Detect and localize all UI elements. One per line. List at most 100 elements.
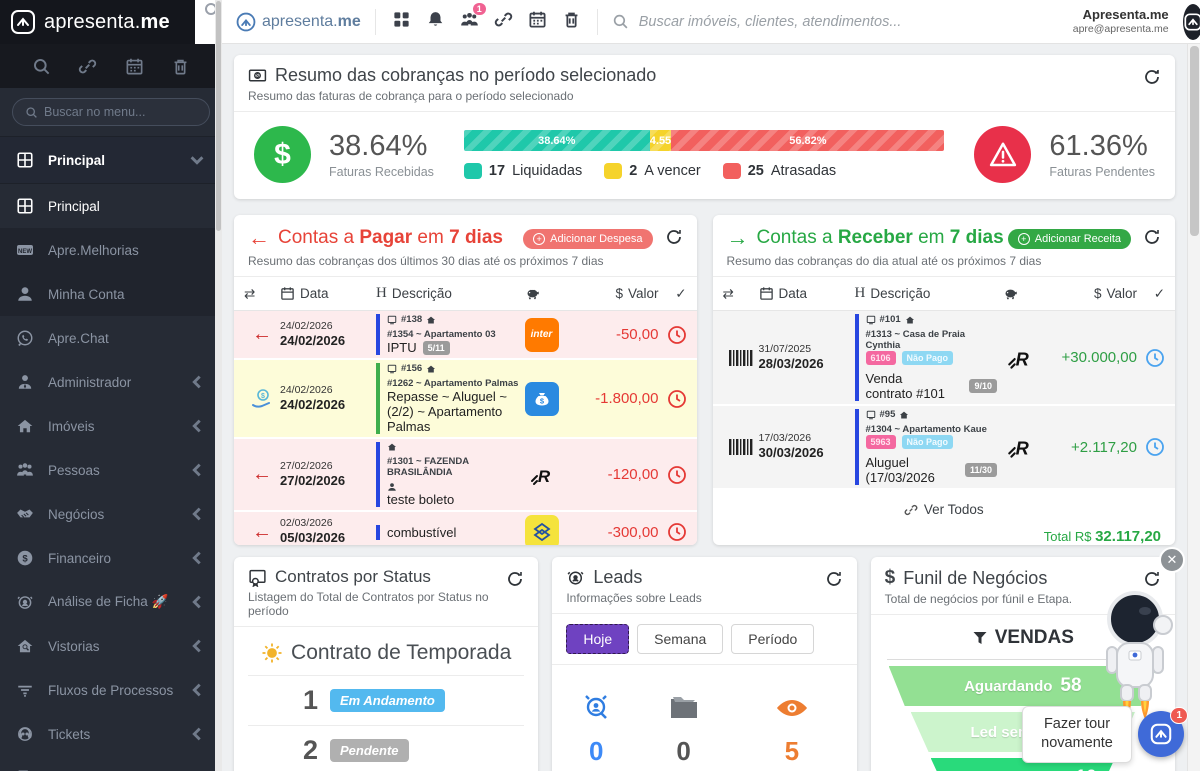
sidebar-item-fluxos[interactable]: Fluxos de Processos [0,668,222,712]
sidebar-item-financeiro[interactable]: $ Financeiro [0,536,222,580]
piggy-bank-icon[interactable] [525,286,571,301]
panel-contratos-status: Contratos por Status Listagem do Total d… [234,557,539,771]
refresh-icon[interactable] [1143,68,1161,86]
sidebar-item-tickets[interactable]: Tickets [0,712,222,756]
refresh-icon[interactable] [506,570,524,588]
col-descricao[interactable]: H Descrição [854,285,931,301]
plus-icon: + [1017,233,1030,245]
page-scrollbar[interactable] [1187,44,1200,771]
installment-badge: 5/11 [422,340,450,355]
pending-clock-icon[interactable] [667,389,687,409]
svg-text:$: $ [256,74,260,80]
pending-clock-icon[interactable] [667,465,687,485]
sidebar-item-negocios[interactable]: Negócios [0,492,222,536]
add-despesa-button[interactable]: + Adicionar Despesa [523,229,653,249]
piggy-bank-icon[interactable] [1003,286,1049,301]
calendar-icon[interactable] [125,57,144,76]
panel-subtitle: Resumo das faturas de cobrança para o pe… [248,89,574,103]
user-info: Apresenta.me apre@apresenta.me [1073,7,1169,35]
search-icon[interactable] [32,57,51,76]
col-descricao[interactable]: H Descrição [376,285,452,301]
panel-contas-a-receber: → Contas a Receber em 7 dias Resumo das … [712,215,1176,545]
table-row[interactable]: $ 24/02/2026 24/02/2026 #156 #1262 ~ Apart… [234,360,697,439]
leads-people-icon[interactable]: 1 [460,2,486,34]
col-valor[interactable]: $ Valor [1093,286,1137,301]
alarm-person-icon [17,596,33,609]
tab-hoje[interactable]: Hoje [566,624,630,654]
sidebar-item-documentos[interactable]: Documentos [0,756,222,771]
table-row[interactable]: 17/03/2026 30/03/2026 #95 #1304 ~ Apartame… [712,406,1175,490]
panel-title: Resumo das cobranças no período selecion… [275,65,657,85]
bell-icon[interactable] [426,10,445,34]
refresh-icon[interactable] [665,228,683,246]
panel-leads: Leads Informações sobre Leads Hoje Seman… [552,557,857,771]
sidebar-group-principal[interactable]: Principal [0,136,222,184]
sidebar-item-label: Análise de Ficha 🚀 [48,594,169,609]
col-valor[interactable]: $ Valor [615,286,659,301]
check-icon[interactable]: ✓ [1153,285,1165,301]
contract-status-row[interactable]: 1 Em Andamento [248,676,525,726]
trash-icon[interactable] [562,10,581,34]
sidebar-item-imoveis[interactable]: Imóveis [0,404,222,448]
sidebar-item-administrador[interactable]: Administrador [0,360,222,404]
pending-clock-icon[interactable] [667,522,687,542]
add-receita-button[interactable]: + Adicionar Receita [1007,229,1131,249]
col-data[interactable]: Data [759,286,855,301]
tab-periodo[interactable]: Período [731,624,815,654]
pending-clock-icon[interactable] [1145,348,1165,368]
sidebar-logo[interactable]: apresenta.me [0,0,217,44]
col-data[interactable]: Data [280,286,376,301]
sidebar-item-vistorias[interactable]: Vistorias [0,624,222,668]
link-icon[interactable] [494,10,513,34]
sidebar-item-apre-chat[interactable]: Apre.Chat [0,316,222,360]
contratos-title-row: Contratos por Status [248,567,524,587]
pending-clock-icon[interactable] [1145,437,1165,457]
trash-icon[interactable] [171,57,190,76]
sort-icon[interactable]: ⇄ [244,285,256,301]
calendar-icon [759,287,773,300]
global-search-input[interactable] [638,13,1059,30]
table-row[interactable]: ← 27/02/2026 27/02/2026 #1301 ~ FAZENDA B… [234,439,697,512]
sidebar-item-apre-melhorias[interactable]: NEW Apre.Melhorias [0,228,222,272]
sort-icon[interactable]: ⇄ [722,285,734,301]
apps-grid-icon[interactable] [392,10,411,34]
stat-arquivados: 0 Arquivados [651,691,716,771]
status-badge: Pendente [330,739,409,762]
tour-button[interactable]: 1 [1138,707,1188,758]
check-icon[interactable]: ✓ [675,285,687,301]
home-search-icon [17,639,33,653]
stat-ignorados: 5 Ignorados? [754,691,830,771]
sidebar-item-label: Tickets [48,726,91,742]
svg-text:R: R [1016,349,1030,369]
ver-todos-link[interactable]: Ver Todos [713,490,1176,521]
stat-value: 0 [589,736,604,766]
calendar-icon[interactable] [528,10,547,34]
refresh-icon[interactable] [825,570,843,588]
sidebar-item-pessoas[interactable]: Pessoas [0,448,222,492]
sidebar-item-analise-de-ficha[interactable]: Análise de Ficha 🚀 [0,580,222,624]
home-icon [427,316,436,323]
sidebar-search-input[interactable] [44,105,194,119]
tab-semana[interactable]: Semana [637,624,724,654]
table-row[interactable]: 31/07/2025 28/03/2026 #101 #1313 ~ Casa de… [712,311,1175,406]
received-percent: 38.64% [329,130,428,162]
sidebar-item-minha-conta[interactable]: Minha Conta [0,272,222,316]
contract-icon [866,315,875,324]
sidebar-item-principal[interactable]: Principal [0,184,222,228]
sidebar-scrollbar[interactable] [215,0,222,771]
refresh-icon[interactable] [1143,228,1161,246]
link-icon[interactable] [78,57,97,76]
table-row[interactable]: ← 02/03/2026 05/03/2026 combustível -300,… [234,512,697,545]
user-avatar[interactable] [1182,3,1200,40]
refresh-icon[interactable] [1143,570,1161,588]
funnel-stage[interactable]: Aguardando 58 [888,666,1157,706]
header-brand[interactable]: apresenta.me [236,12,361,32]
alarm-person-icon [567,571,584,585]
table-row[interactable]: ← 24/02/2026 24/02/2026 #138 #1354 ~ Apart… [234,311,697,360]
contract-status-row[interactable]: 2 Pendente [248,726,524,771]
close-icon[interactable]: ✕ [1159,547,1185,573]
sidebar: apresenta.me Principal Princip [0,0,222,771]
pending-clock-icon[interactable] [667,325,687,345]
